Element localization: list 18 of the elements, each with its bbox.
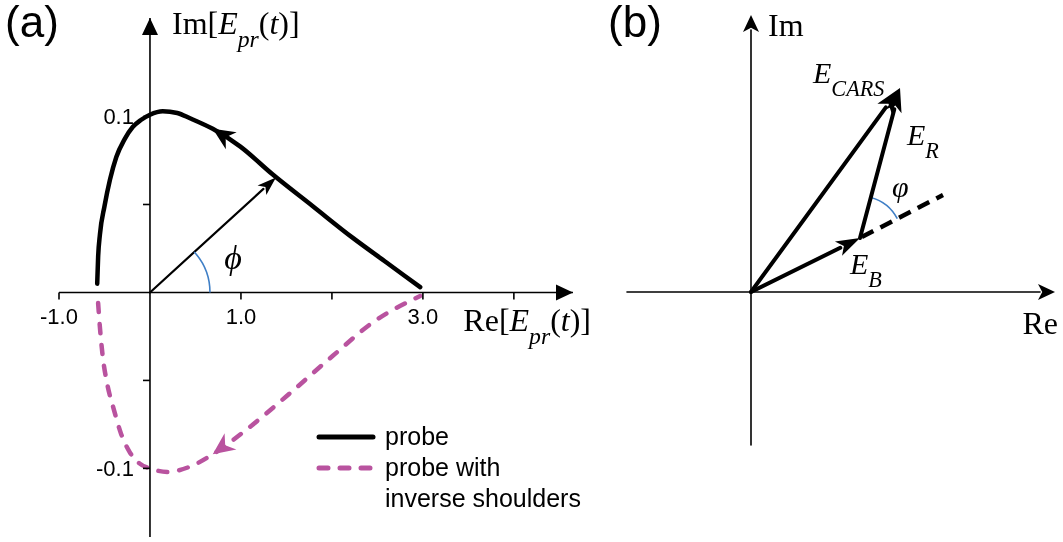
chart-title: (a)	[5, 0, 59, 46]
x-tick-label: -1.0	[40, 304, 78, 330]
text: Im	[768, 7, 804, 43]
x-tick-label: 3.0	[407, 304, 439, 330]
text: E$_{R}$	[906, 118, 940, 163]
text: E$_{B}$	[849, 247, 883, 292]
legend-label: probe with inverse shoulders	[385, 452, 582, 514]
text: (b)	[608, 0, 662, 46]
y-tick-label: -0.1	[96, 456, 134, 482]
x-tick-label: 1.0	[225, 304, 257, 330]
y-axis-title: Im[E$_{pr}$(t)]	[171, 5, 300, 52]
text: E$_{CARS}$	[812, 56, 885, 101]
legend-label: probe	[385, 421, 449, 452]
annotation: ϕ	[224, 239, 242, 277]
x-axis-title: Re[E$_{pr}$(t)]	[463, 302, 591, 350]
y-tick-label: 0.1	[103, 104, 134, 130]
text: φ	[892, 170, 909, 203]
text: Re	[1022, 305, 1058, 341]
